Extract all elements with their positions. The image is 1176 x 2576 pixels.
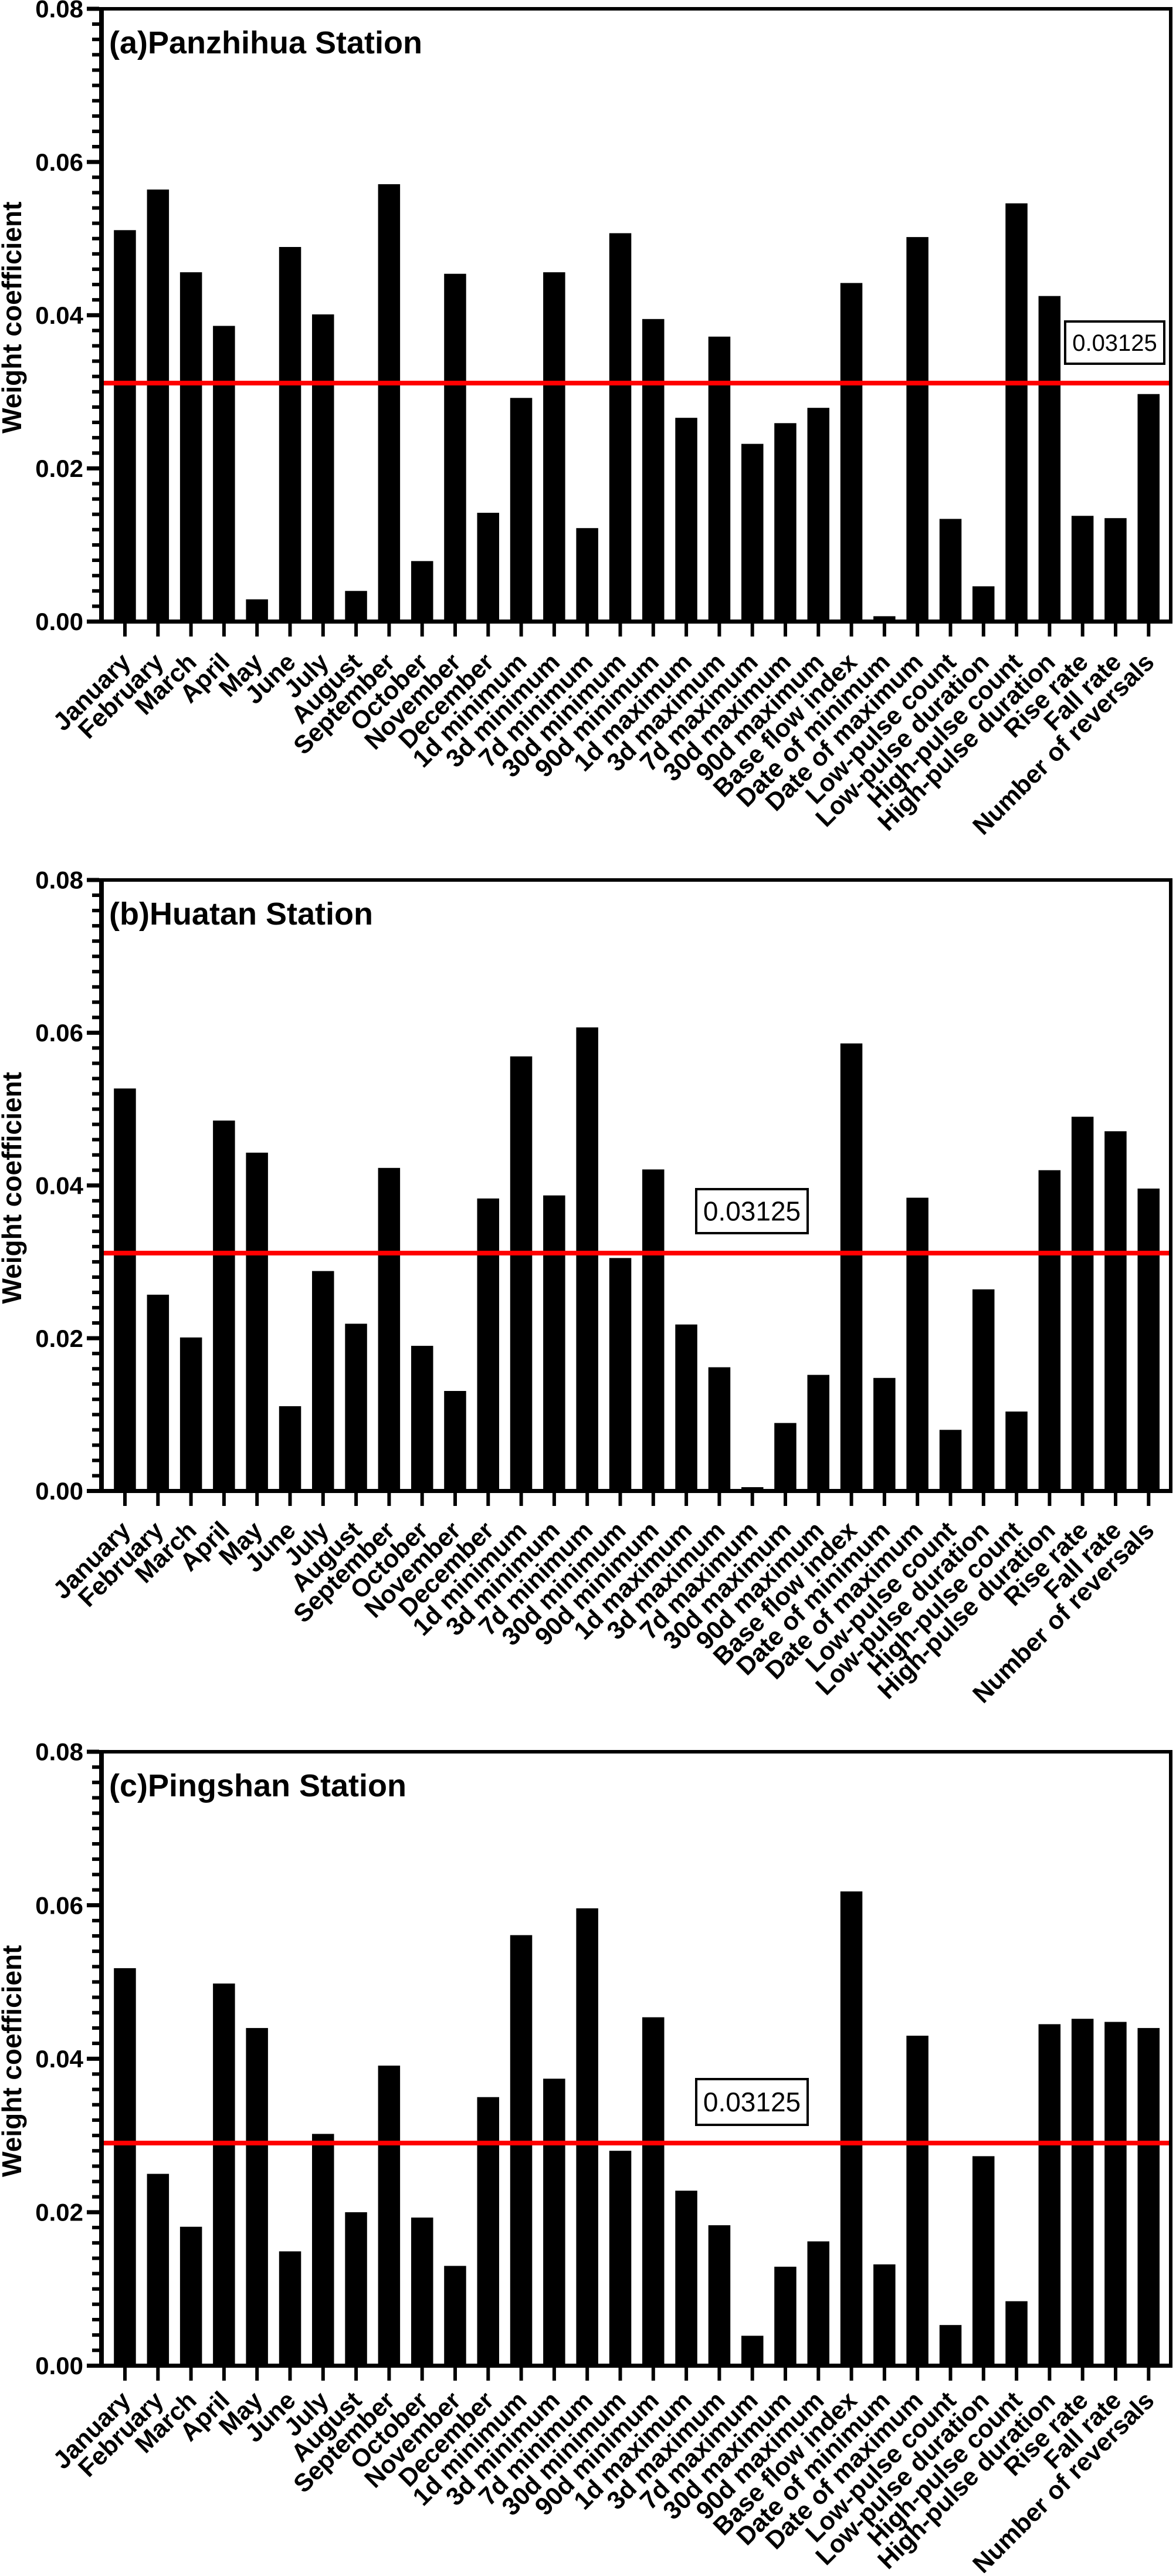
svg-text:0.06: 0.06 — [35, 1891, 83, 1919]
svg-text:Weight coefficient: Weight coefficient — [0, 1072, 27, 1304]
svg-text:0.02: 0.02 — [35, 455, 83, 482]
svg-text:0.02: 0.02 — [35, 1325, 83, 1352]
svg-text:Weight coefficient: Weight coefficient — [0, 1945, 27, 2177]
svg-text:0.06: 0.06 — [35, 148, 83, 176]
svg-text:0.03125: 0.03125 — [703, 2087, 801, 2117]
svg-text:0.08: 0.08 — [35, 866, 83, 894]
svg-text:(a)Panzhihua Station: (a)Panzhihua Station — [109, 25, 422, 60]
svg-text:0.02: 0.02 — [35, 2199, 83, 2226]
svg-text:0.08: 0.08 — [35, 0, 83, 23]
svg-text:0.04: 0.04 — [35, 2045, 83, 2073]
svg-text:0.06: 0.06 — [35, 1019, 83, 1047]
svg-text:0.00: 0.00 — [35, 2352, 83, 2379]
svg-text:0.03125: 0.03125 — [703, 1196, 801, 1227]
svg-text:0.08: 0.08 — [35, 1738, 83, 1766]
svg-text:0.03125: 0.03125 — [1072, 330, 1157, 356]
svg-text:Weight coefficient: Weight coefficient — [0, 202, 27, 434]
svg-text:0.04: 0.04 — [35, 1172, 83, 1200]
svg-text:(b)Huatan Station: (b)Huatan Station — [109, 896, 373, 932]
svg-text:(c)Pingshan Station: (c)Pingshan Station — [109, 1768, 406, 1803]
svg-text:0.00: 0.00 — [35, 1477, 83, 1505]
svg-text:0.00: 0.00 — [35, 608, 83, 635]
svg-text:0.04: 0.04 — [35, 302, 83, 329]
